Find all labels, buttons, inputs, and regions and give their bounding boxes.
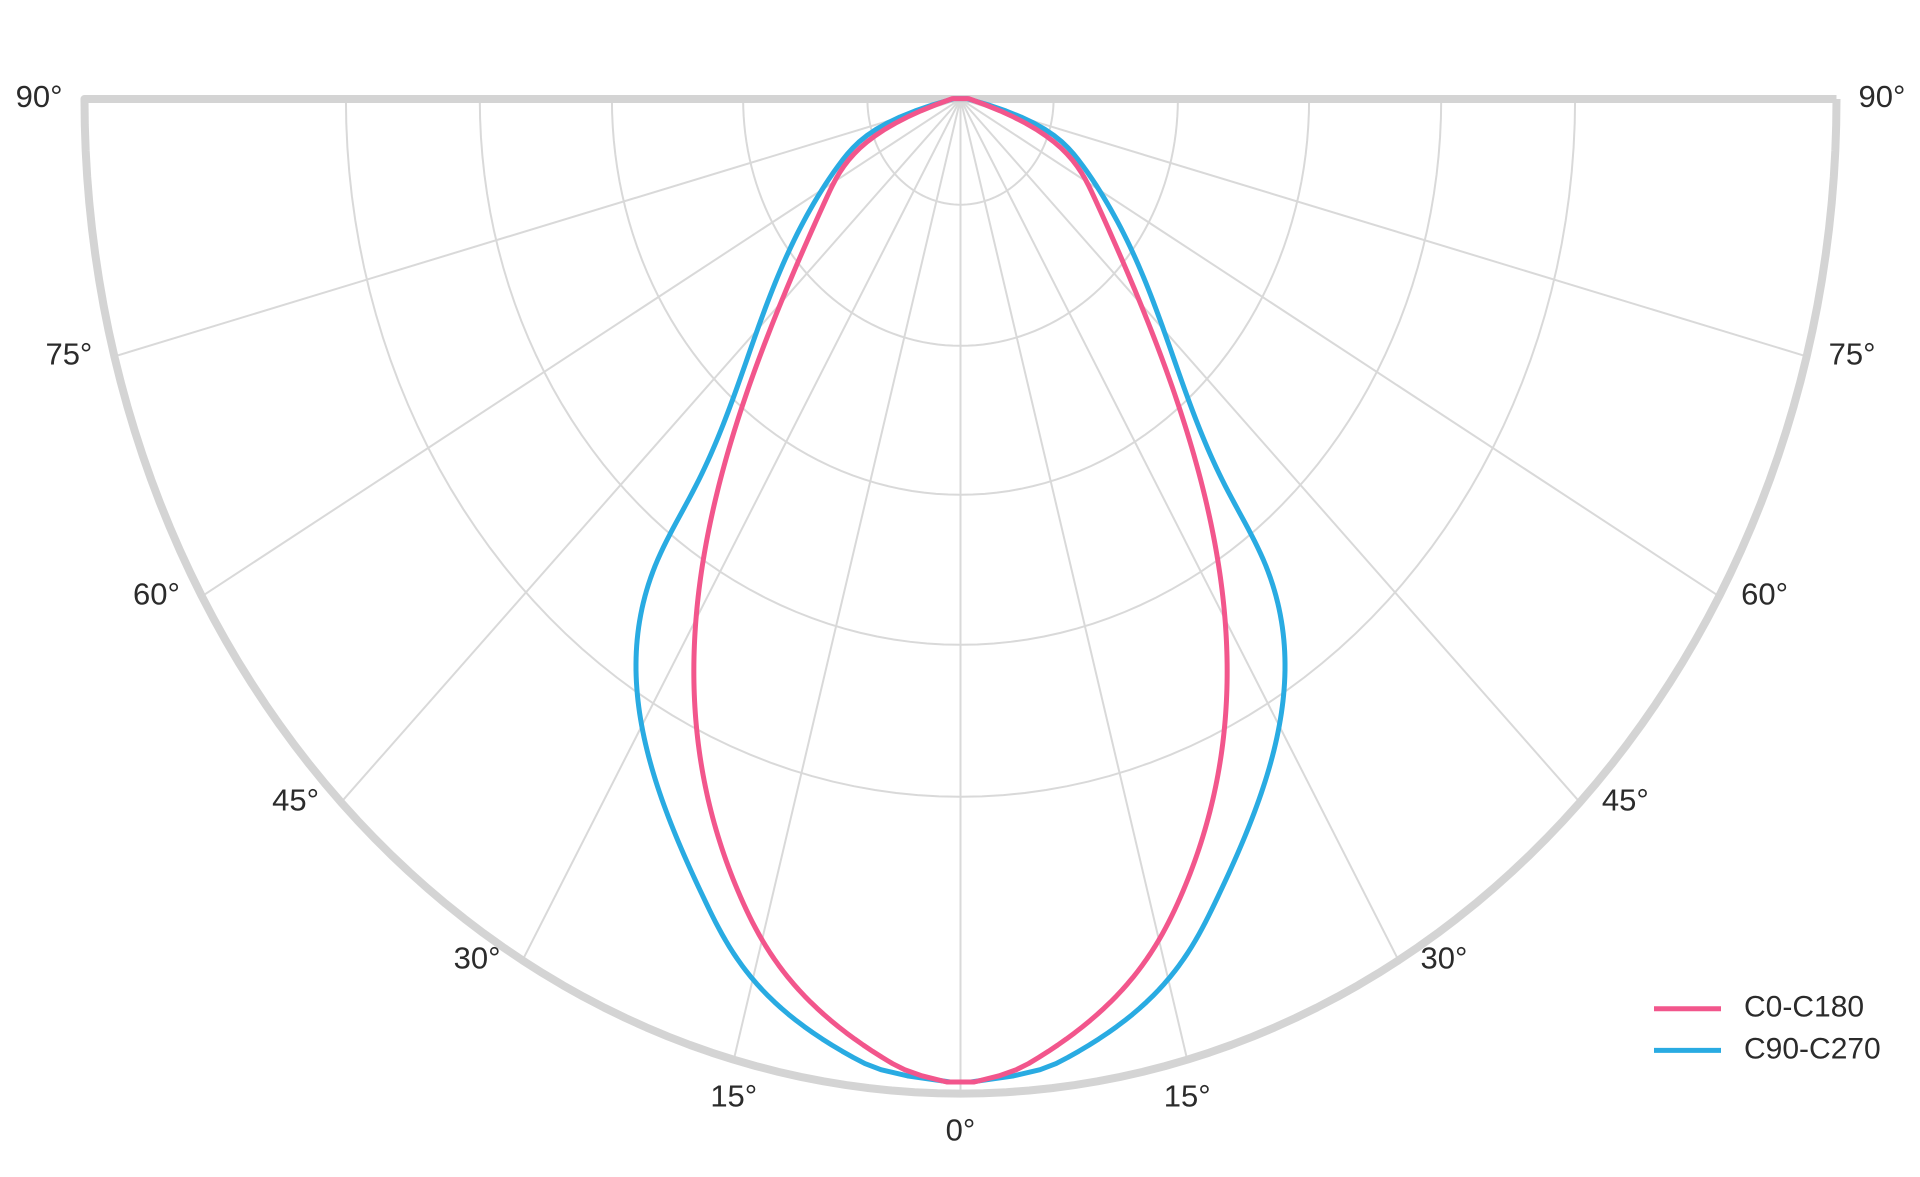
svg-text:C90-C270: C90-C270 [1744, 1032, 1881, 1065]
svg-text:90°: 90° [16, 79, 63, 114]
svg-text:45°: 45° [272, 782, 319, 817]
svg-text:30°: 30° [1421, 941, 1468, 976]
svg-text:90°: 90° [1859, 79, 1906, 114]
svg-text:15°: 15° [710, 1079, 757, 1114]
svg-text:60°: 60° [1741, 576, 1788, 611]
svg-text:75°: 75° [45, 337, 92, 372]
svg-text:30°: 30° [454, 941, 501, 976]
svg-text:C0-C180: C0-C180 [1744, 991, 1864, 1024]
svg-text:45°: 45° [1602, 782, 1649, 817]
svg-text:60°: 60° [133, 576, 180, 611]
svg-text:75°: 75° [1829, 337, 1876, 372]
svg-text:15°: 15° [1164, 1079, 1211, 1114]
svg-text:0°: 0° [946, 1113, 976, 1148]
